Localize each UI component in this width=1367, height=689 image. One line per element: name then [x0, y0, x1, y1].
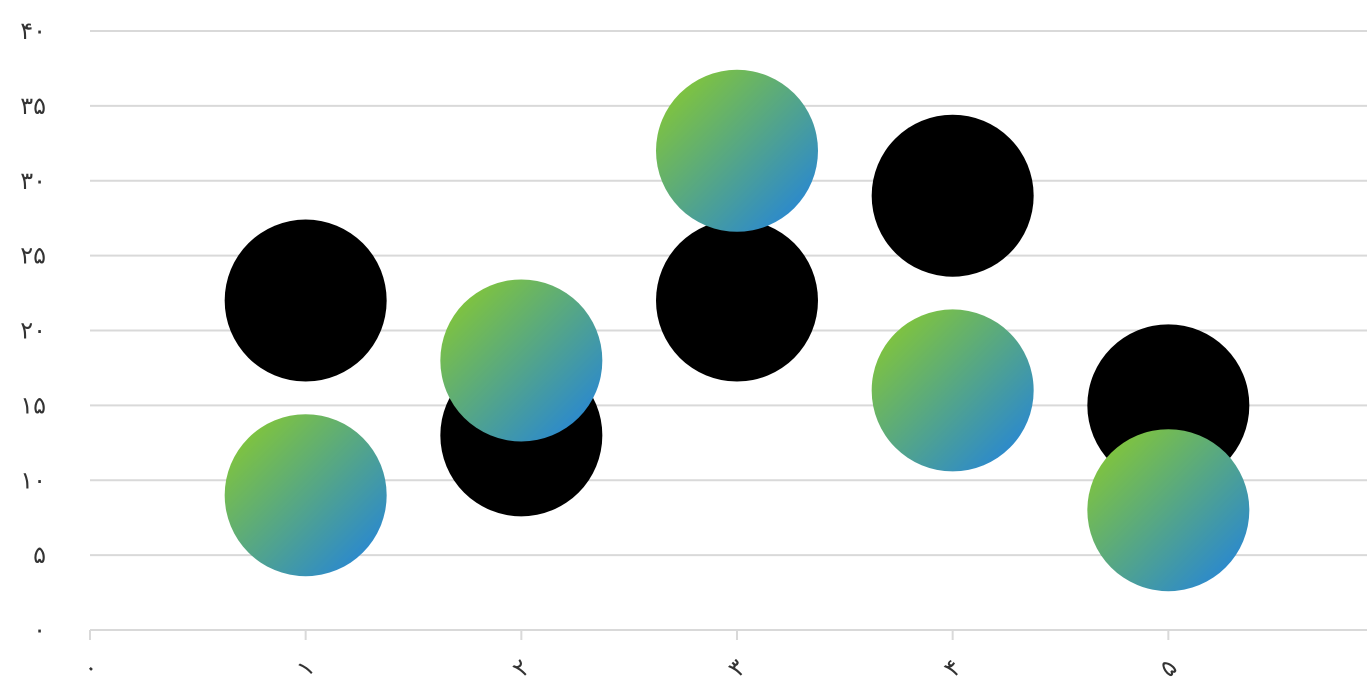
x-tick-label: ۲ — [507, 654, 536, 683]
black-bubble — [871, 114, 1034, 277]
x-tick-label: ۱ — [291, 654, 320, 683]
x-tick-label: ۴ — [938, 654, 967, 683]
y-tick-label: ۱۵ — [20, 391, 46, 419]
x-axis-ticks: ۰ ۱ ۲ ۳ ۴ ۵ — [76, 653, 1183, 682]
gradient-bubble — [656, 69, 818, 232]
y-tick-label: ۵ — [33, 541, 46, 569]
x-tick-label: ۵ — [1154, 654, 1183, 683]
black-bubble — [224, 219, 387, 382]
y-axis-ticks: ۰ ۵ ۱۰ ۱۵ ۲۰ ۲۵ ۳۰ ۳۵ ۴۰ — [20, 17, 46, 644]
gradient-bubble — [224, 414, 387, 577]
y-tick-label: ۲۵ — [20, 242, 46, 270]
y-tick-label: ۰ — [33, 616, 46, 644]
y-tick-label: ۲۰ — [20, 317, 46, 345]
x-tick-label: ۳ — [723, 653, 752, 682]
y-tick-label: ۳۰ — [20, 167, 46, 195]
y-tick-label: ۴۰ — [20, 17, 46, 45]
black-bubble — [656, 219, 818, 382]
bubbles — [224, 69, 1250, 592]
x-tick-label: ۰ — [76, 654, 105, 683]
gradient-bubble — [871, 309, 1034, 472]
gradient-bubble — [1087, 429, 1250, 592]
y-tick-label: ۳۵ — [20, 92, 46, 120]
y-tick-label: ۱۰ — [20, 466, 46, 494]
gradient-bubble — [440, 279, 603, 442]
